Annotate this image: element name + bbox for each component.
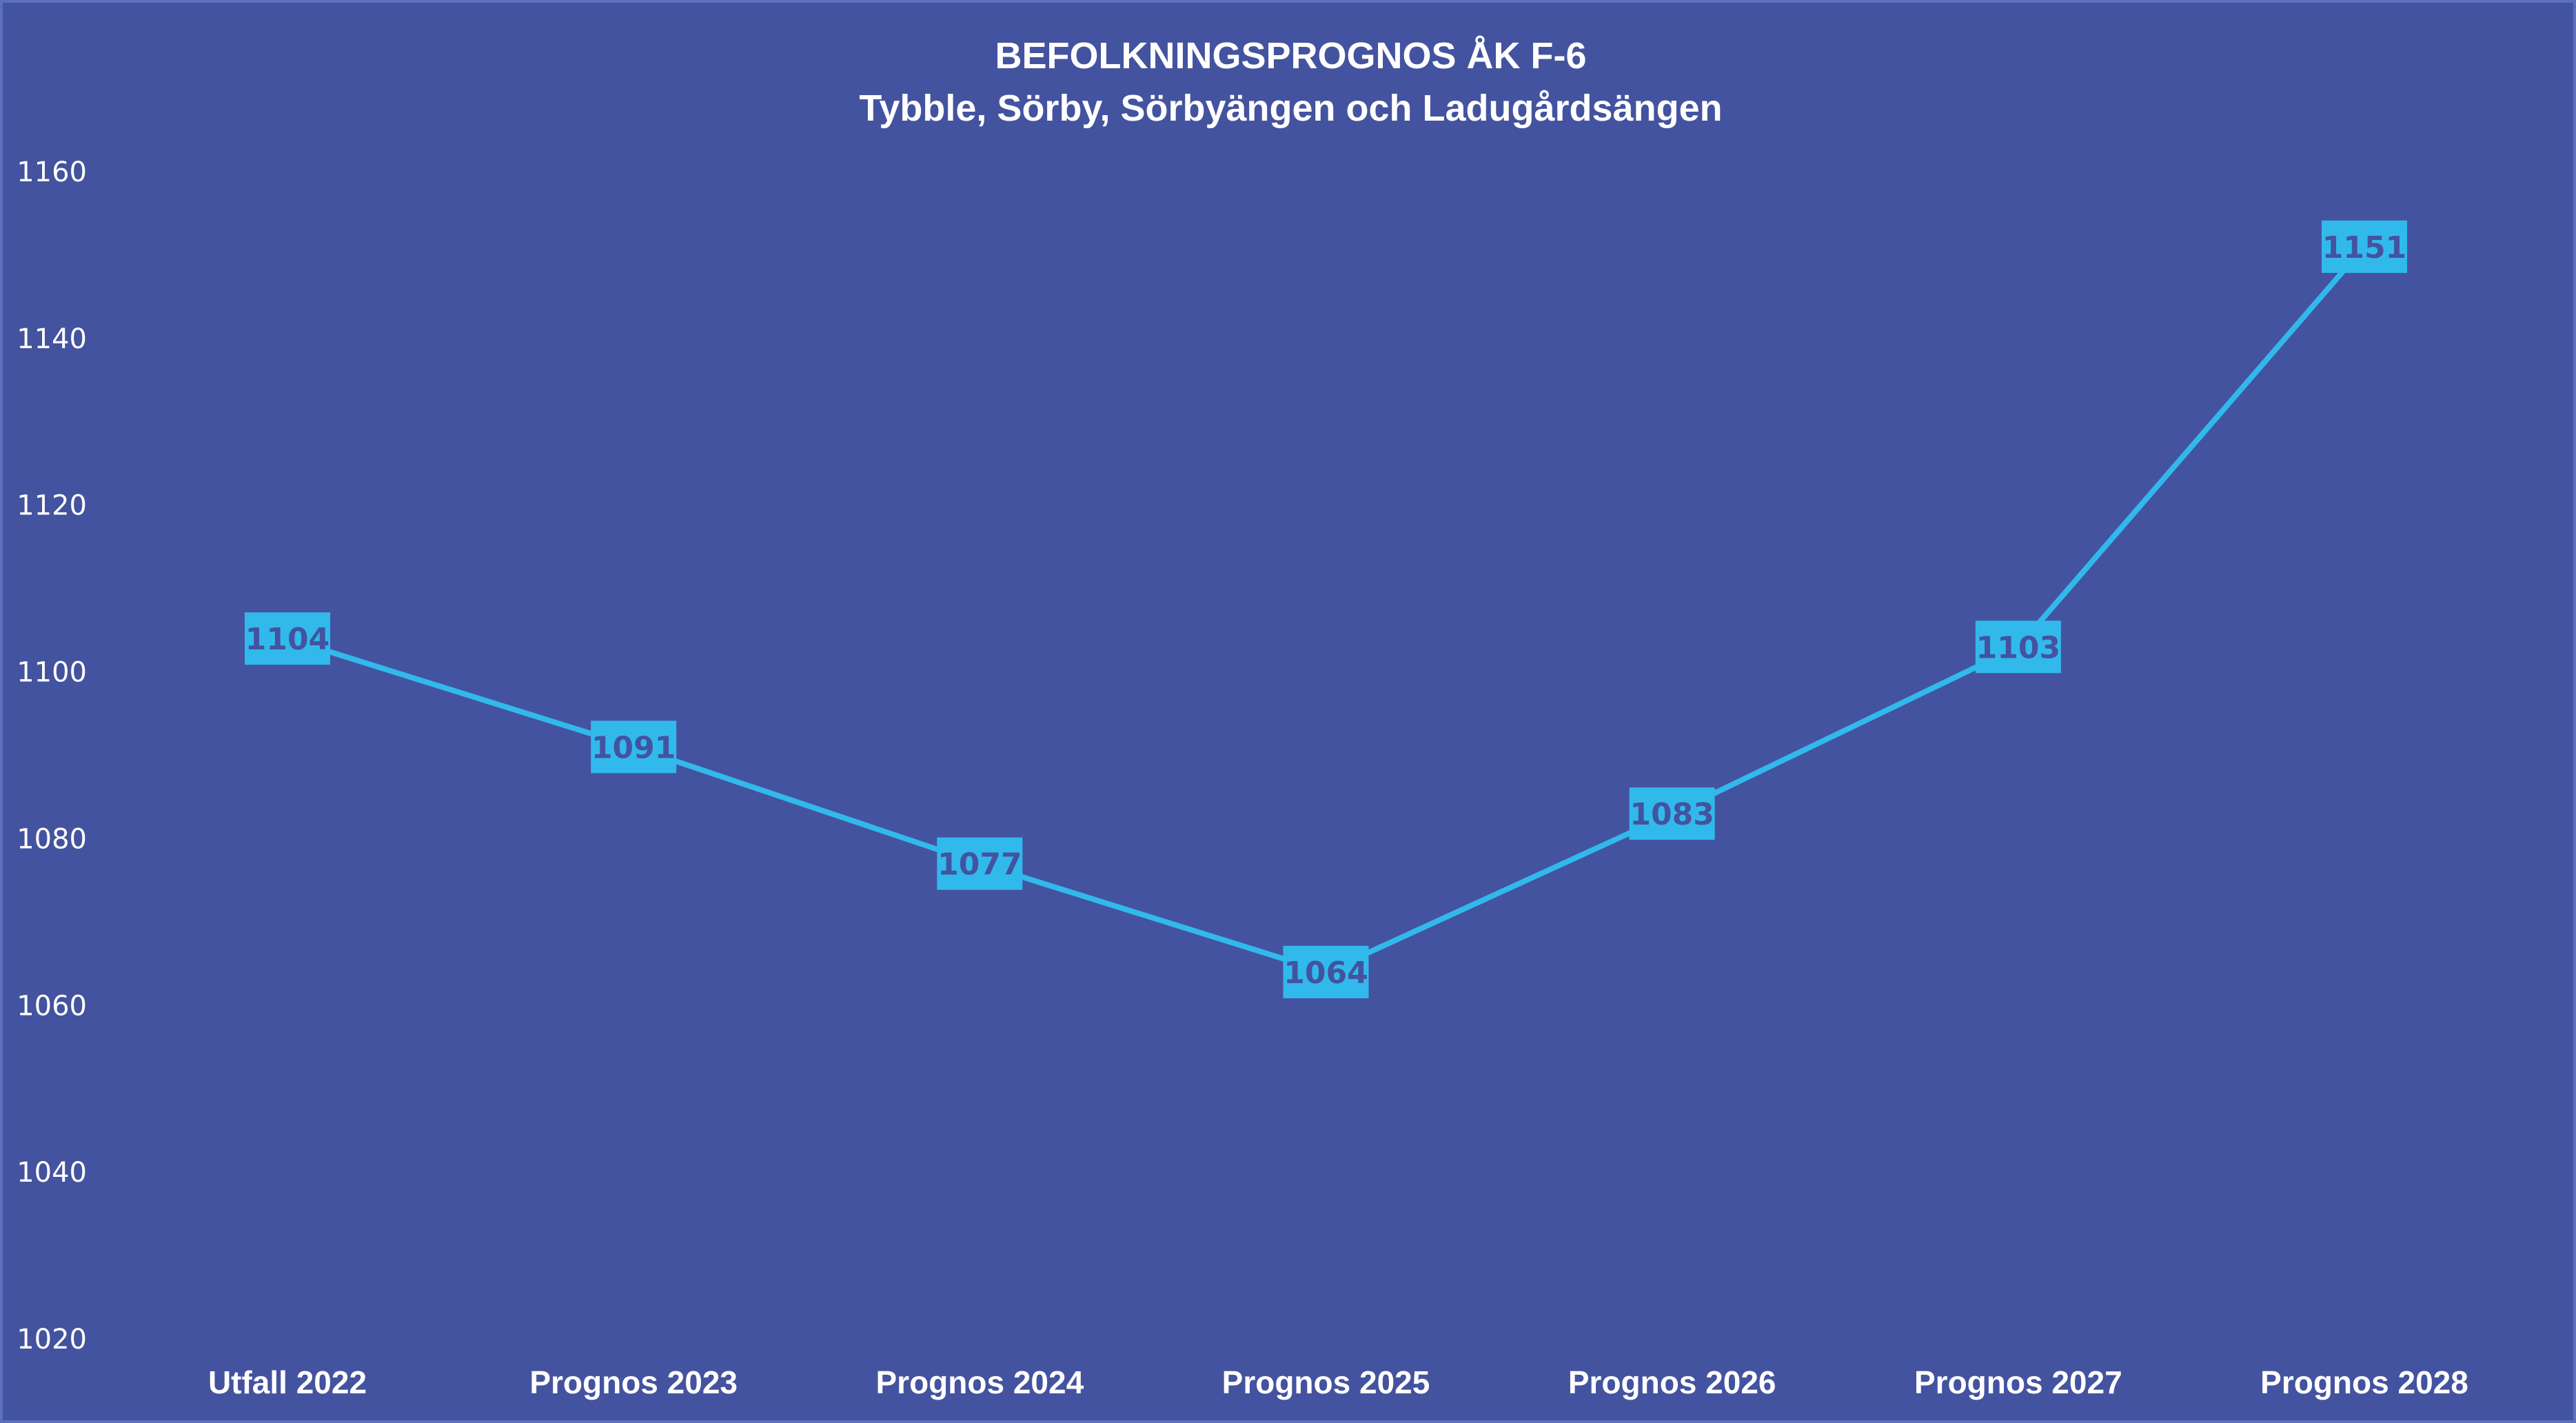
x-tick-label: Prognos 2023 — [529, 1364, 738, 1400]
series-line — [285, 243, 2367, 975]
data-label: 1151 — [2322, 220, 2407, 273]
chart-title: BEFOLKNINGSPROGNOS ÅK F-6 — [995, 35, 1587, 77]
data-label-box — [2322, 220, 2407, 273]
data-label-text: 1103 — [1976, 630, 2060, 665]
data-label-text: 1091 — [591, 730, 676, 765]
y-tick-label: 1160 — [17, 157, 87, 188]
data-label-box — [591, 720, 677, 774]
x-tick-label: Utfall 2022 — [208, 1364, 367, 1400]
series-line-group — [285, 243, 2367, 975]
data-label-text: 1077 — [937, 847, 1022, 882]
x-tick-label: Prognos 2024 — [875, 1364, 1084, 1400]
y-axis: 1020 1040 1060 1080 1100 1120 1140 1160 — [17, 157, 87, 1355]
data-label-text: 1151 — [2322, 230, 2406, 265]
y-tick-label: 1120 — [17, 490, 87, 522]
data-label: 1091 — [591, 720, 677, 774]
x-tick-label: Prognos 2027 — [1914, 1364, 2122, 1400]
data-label-box — [937, 837, 1023, 890]
y-tick-label: 1040 — [17, 1157, 87, 1189]
x-tick-label: Prognos 2026 — [1568, 1364, 1776, 1400]
x-axis: Utfall 2022 Prognos 2023 Prognos 2024 Progn… — [208, 1364, 2468, 1400]
data-label-text: 1083 — [1630, 797, 1714, 832]
x-tick-label: Prognos 2028 — [2260, 1364, 2468, 1400]
data-label-box — [245, 612, 330, 665]
y-tick-label: 1060 — [17, 990, 87, 1022]
y-tick-label: 1140 — [17, 323, 87, 355]
data-label: 1083 — [1629, 787, 1715, 840]
data-label: 1104 — [245, 612, 330, 665]
data-label: 1077 — [937, 837, 1023, 890]
chart-subtitle: Tybble, Sörby, Sörbyängen och Ladugårdsä… — [859, 88, 1723, 129]
data-label-box — [1975, 620, 2061, 674]
data-label: 1103 — [1975, 620, 2061, 674]
data-label-box — [1283, 945, 1369, 998]
data-label-text: 1104 — [245, 622, 329, 657]
data-label-box — [1629, 787, 1715, 840]
y-tick-label: 1020 — [17, 1324, 87, 1355]
data-label: 1064 — [1283, 945, 1369, 998]
x-tick-label: Prognos 2025 — [1222, 1364, 1430, 1400]
y-tick-label: 1080 — [17, 823, 87, 855]
data-label-text: 1064 — [1284, 956, 1368, 991]
data-label-group: 1104 1091 1077 1064 1083 1103 1151 — [245, 220, 2407, 998]
y-tick-label: 1100 — [17, 657, 87, 689]
